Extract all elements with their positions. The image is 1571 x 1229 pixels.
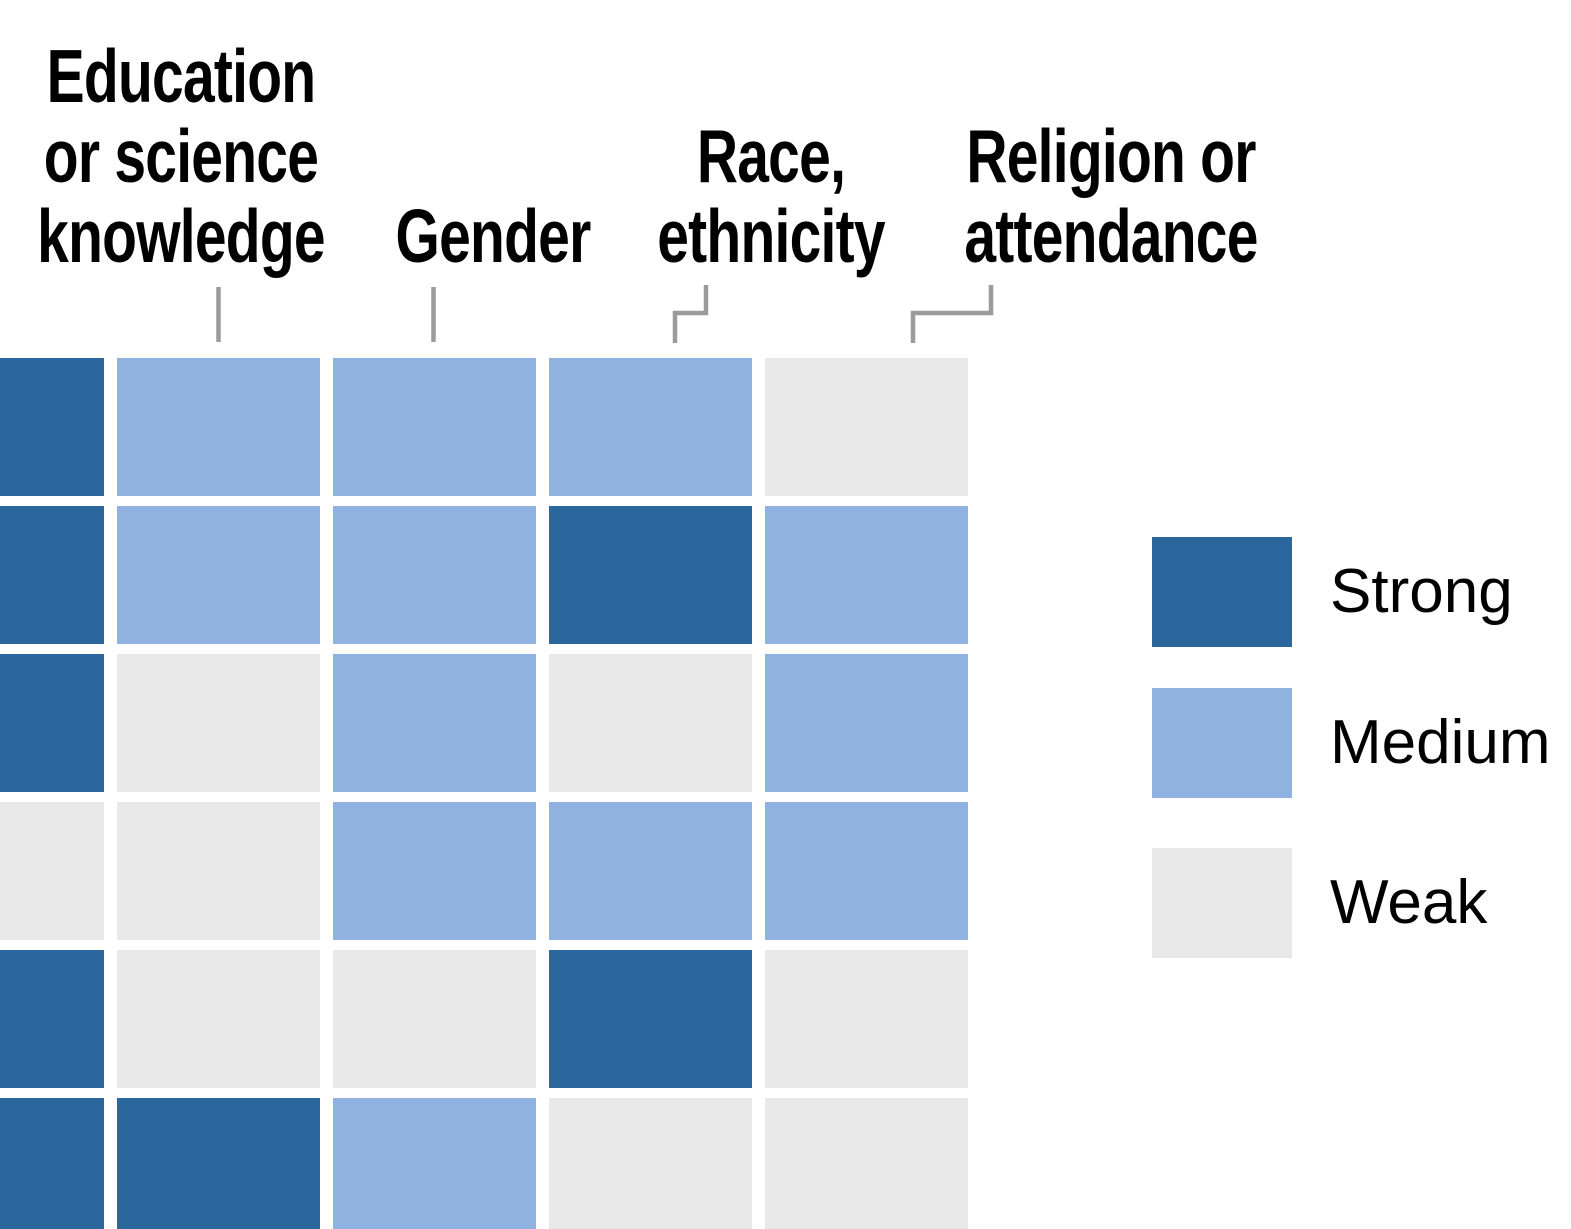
- heatmap-cell-r1-c2-medium: [117, 358, 320, 496]
- heatmap-cell-r5-c2-weak: [117, 950, 320, 1088]
- heatmap-cell-r3-c5-medium: [765, 654, 968, 792]
- heatmap-cell-r2-c5-medium: [765, 506, 968, 644]
- column-header-line: Gender: [395, 194, 591, 278]
- column-header-line: or science: [43, 114, 319, 198]
- elbow-connector-race: [672, 285, 709, 343]
- heatmap-cell-r6-c2-strong: [117, 1098, 320, 1229]
- column-header-line: attendance: [964, 194, 1258, 278]
- legend-label: Strong: [1330, 557, 1513, 626]
- heatmap-cell-r6-c1-strong: [0, 1098, 104, 1229]
- elbow-connector-religion: [910, 285, 994, 343]
- heatmap-cell-r2-c3-medium: [333, 506, 536, 644]
- heatmap-cell-r6-c5-weak: [765, 1098, 968, 1229]
- heatmap-cell-r5-c3-weak: [333, 950, 536, 1088]
- heatmap-cell-r3-c3-medium: [333, 654, 536, 792]
- heatmap-cell-r4-c3-medium: [333, 802, 536, 940]
- column-header-line: Race,: [696, 114, 846, 198]
- heatmap-cell-r2-c1-strong: [0, 506, 104, 644]
- heatmap-cell-r5-c4-strong: [549, 950, 752, 1088]
- heatmap-cell-r2-c2-medium: [117, 506, 320, 644]
- legend-label: Medium: [1330, 708, 1551, 777]
- heatmap-cell-r1-c1-strong: [0, 358, 104, 496]
- legend-label: Weak: [1330, 868, 1488, 937]
- heatmap-cell-r4-c5-medium: [765, 802, 968, 940]
- legend-swatch-strong: [1152, 537, 1292, 647]
- heatmap-cell-r6-c4-weak: [549, 1098, 752, 1229]
- heatmap-cell-r1-c3-medium: [333, 358, 536, 496]
- heatmap-cell-r4-c1-weak: [0, 802, 104, 940]
- column-header-race-ethnicity: Race, ethnicity: [604, 116, 938, 276]
- heatmap-cell-r3-c4-weak: [549, 654, 752, 792]
- column-header-education: Education or science knowledge: [14, 36, 348, 276]
- column-header-line: Education: [46, 34, 316, 118]
- heatmap-cell-r5-c1-strong: [0, 950, 104, 1088]
- column-header-line: Religion or: [966, 114, 1256, 198]
- legend-item-strong: Strong: [1152, 537, 1571, 647]
- column-header-religion-attendance: Religion or attendance: [944, 116, 1278, 276]
- legend-item-weak: Weak: [1152, 848, 1571, 958]
- heatmap-cell-r3-c2-weak: [117, 654, 320, 792]
- heatmap-cell-r5-c5-weak: [765, 950, 968, 1088]
- legend-swatch-medium: [1152, 688, 1292, 798]
- heatmap-cell-r1-c4-medium: [549, 358, 752, 496]
- heatmap-cell-r4-c2-weak: [117, 802, 320, 940]
- legend-item-medium: Medium: [1152, 688, 1571, 798]
- column-header-line: ethnicity: [657, 194, 885, 278]
- column-header-gender: Gender: [326, 196, 660, 276]
- heatmap-cell-r4-c4-medium: [549, 802, 752, 940]
- heatmap-cell-r3-c1-strong: [0, 654, 104, 792]
- legend-swatch-weak: [1152, 848, 1292, 958]
- column-header-line: knowledge: [37, 194, 325, 278]
- heatmap-cell-r6-c3-medium: [333, 1098, 536, 1229]
- heatmap-cell-r2-c4-strong: [549, 506, 752, 644]
- heatmap-cell-r1-c5-weak: [765, 358, 968, 496]
